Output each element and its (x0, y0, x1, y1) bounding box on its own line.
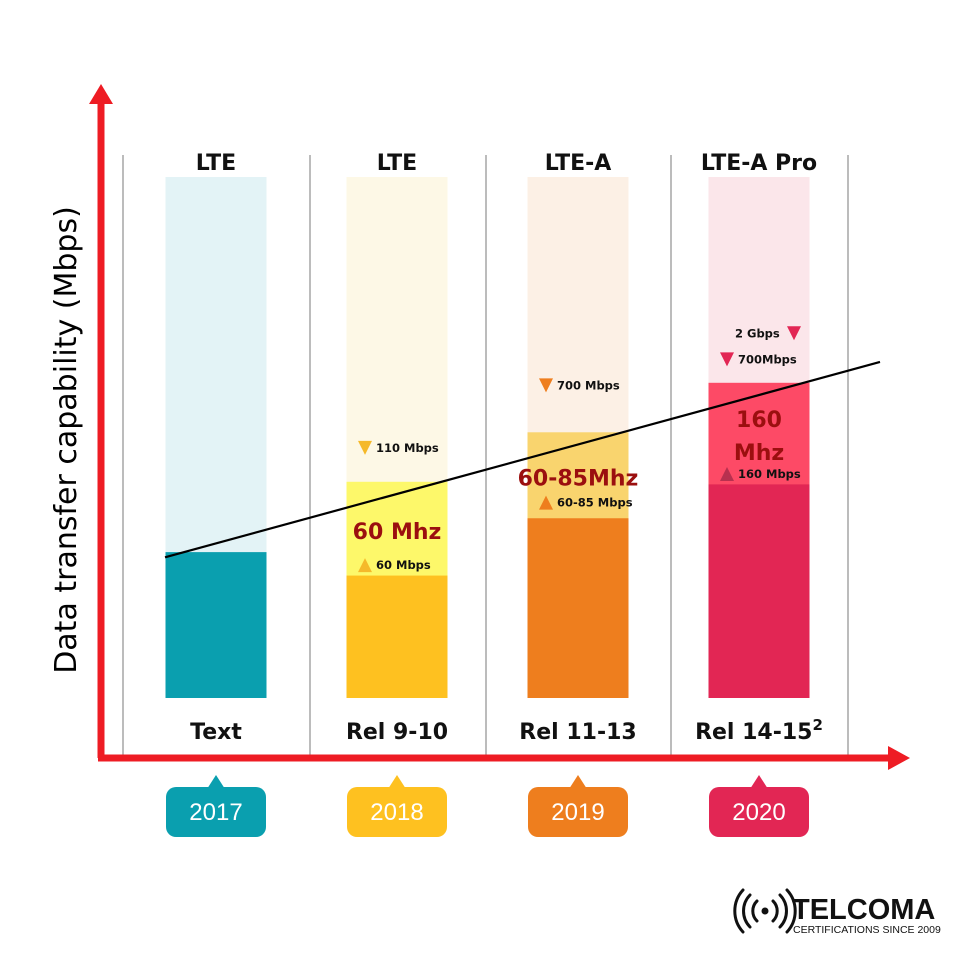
column-dividers (122, 155, 849, 758)
brand-tagline: CERTIFICATIONS SINCE 2009 (793, 924, 941, 936)
axes (89, 84, 910, 770)
generation-label: LTE (196, 151, 236, 176)
release-label: Rel 11-13 (519, 720, 636, 745)
y-axis-arrow-icon (89, 84, 113, 104)
bar-capacity-fill (346, 575, 448, 698)
x-axis-arrow-icon (888, 746, 910, 770)
y-axis-title: Data transfer capability (Mbps) (49, 206, 84, 674)
signal-icon (733, 888, 797, 934)
generation-label: LTE (377, 151, 417, 176)
release-label: Rel 9-10 (346, 720, 448, 745)
trend-line-layer (164, 360, 881, 559)
triangle-down-icon (358, 440, 372, 455)
speed-marker-label: 160 Mbps (738, 467, 801, 481)
bandwidth-label: 60 Mhz (353, 520, 442, 545)
triangle-down-icon (787, 326, 801, 341)
speed-marker-label: 2 Gbps (735, 326, 780, 340)
year-badge (166, 787, 266, 837)
year-badge-pointer (388, 775, 406, 789)
triangle-down-icon (720, 352, 734, 367)
year-label: 2020 (732, 799, 785, 826)
release-label: Rel 14-152 (695, 716, 823, 745)
labels-layer: LTE Text LTE Rel 9-10 60 Mhz 110 Mbps 60 Mbps L… (190, 151, 823, 745)
year-badge (709, 787, 809, 837)
speed-marker-label: 700Mbps (738, 352, 797, 366)
generation-label: LTE-A (545, 151, 612, 176)
generation-label: LTE-A Pro (701, 151, 817, 176)
year-badge (528, 787, 628, 837)
bandwidth-label: 160 (736, 408, 782, 433)
bar-capacity-fill (527, 518, 629, 698)
year-label: 2018 (370, 799, 423, 826)
triangle-down-icon (539, 378, 553, 393)
brand-name: TELCOMA (792, 894, 935, 926)
year-badge-pointer (569, 775, 587, 789)
year-label: 2019 (551, 799, 604, 826)
speed-marker-label: 60-85 Mbps (557, 496, 633, 510)
triangle-up-icon (539, 495, 553, 510)
speed-marker-label: 110 Mbps (376, 441, 439, 455)
year-badges: 2017 2018 2019 2020 (166, 775, 809, 837)
speed-marker-label: 700 Mbps (557, 378, 620, 392)
triangle-up-icon (358, 558, 372, 573)
year-badge (347, 787, 447, 837)
year-badge-pointer (207, 775, 225, 789)
telcoma-logo: TELCOMA CERTIFICATIONS SINCE 2009 (733, 888, 941, 936)
bar-capacity-fill (165, 552, 267, 698)
bandwidth-label: Mhz (734, 441, 784, 466)
year-label: 2017 (189, 799, 242, 826)
capacity-bars (165, 177, 810, 698)
triangle-up-icon (720, 466, 734, 481)
release-superscript: 2 (813, 716, 823, 734)
year-badge-pointer (750, 775, 768, 789)
release-label: Text (190, 720, 242, 745)
bandwidth-label: 60-85Mhz (518, 466, 639, 491)
bar-capacity-fill (708, 484, 810, 698)
speed-marker-label: 60 Mbps (376, 558, 431, 572)
trend-line (164, 360, 881, 559)
